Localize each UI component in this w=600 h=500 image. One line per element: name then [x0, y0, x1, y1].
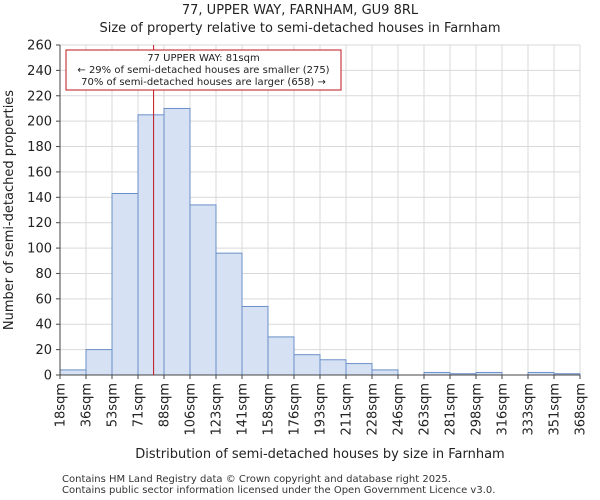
histogram-bar-1	[85, 349, 113, 376]
x-tick-label-10: 193sqm	[314, 383, 329, 436]
chart-subtitle: Size of property relative to semi-detach…	[99, 21, 501, 36]
y-tick-label-6: 120	[27, 216, 52, 231]
histogram-bar-12	[371, 369, 399, 376]
x-tick-label-19: 351sqm	[548, 383, 563, 436]
x-tick-label-5: 106sqm	[184, 383, 199, 436]
y-tick-label-3: 60	[35, 292, 52, 307]
y-tick-label-0: 0	[44, 369, 52, 384]
x-tick-label-11: 211sqm	[340, 383, 355, 436]
histogram-bar-2	[111, 193, 139, 376]
x-tick-label-1: 36sqm	[80, 383, 95, 427]
x-tick-label-3: 71sqm	[132, 383, 147, 427]
y-tick-label-8: 160	[27, 165, 52, 180]
x-tick-label-12: 228sqm	[366, 383, 381, 436]
x-tick-label-15: 281sqm	[444, 383, 459, 436]
histogram-bar-6	[215, 252, 243, 376]
y-tick-label-5: 100	[27, 242, 52, 257]
x-tick-label-16: 298sqm	[470, 383, 485, 436]
histogram-bar-8	[267, 336, 295, 376]
x-tick-label-17: 316sqm	[496, 383, 511, 436]
x-tick-label-9: 176sqm	[288, 383, 303, 436]
histogram-bar-9	[293, 354, 321, 376]
y-tick-label-7: 140	[27, 191, 52, 206]
x-tick-label-8: 158sqm	[262, 383, 277, 436]
footer-line-1: Contains HM Land Registry data © Crown c…	[62, 474, 451, 485]
y-tick-label-12: 240	[27, 64, 52, 79]
x-tick-label-4: 88sqm	[158, 383, 173, 427]
chart-title: 77, UPPER WAY, FARNHAM, GU9 8RL	[181, 3, 419, 18]
annotation-line-0: 77 UPPER WAY: 81sqm	[147, 53, 260, 64]
x-tick-label-20: 368sqm	[574, 383, 589, 436]
histogram-bar-0	[59, 369, 87, 376]
y-tick-label-13: 260	[27, 39, 52, 54]
annotation-line-1: ← 29% of semi-detached houses are smalle…	[77, 65, 329, 76]
x-tick-label-13: 246sqm	[392, 383, 407, 436]
x-tick-label-6: 123sqm	[210, 383, 225, 436]
histogram-bar-5	[189, 204, 217, 376]
histogram-bar-11	[345, 363, 373, 376]
y-tick-label-1: 20	[35, 343, 52, 358]
footer-line-2: Contains public sector information licen…	[62, 485, 496, 496]
annotation-box	[65, 49, 342, 91]
x-tick-label-0: 18sqm	[54, 383, 69, 427]
x-axis-label: Distribution of semi-detached houses by …	[135, 447, 504, 462]
y-tick-label-9: 180	[27, 140, 52, 155]
histogram-bar-4	[163, 107, 191, 376]
histogram-bar-10	[319, 359, 347, 376]
y-axis-label: Number of semi-detached properties	[2, 90, 17, 330]
x-tick-label-7: 141sqm	[236, 383, 251, 436]
y-tick-label-4: 80	[35, 267, 52, 282]
y-tick-label-2: 40	[35, 318, 52, 333]
histogram-bar-3	[137, 114, 165, 376]
histogram-bar-7	[241, 305, 269, 376]
y-tick-label-11: 220	[27, 89, 52, 104]
x-tick-label-2: 53sqm	[106, 383, 121, 427]
x-tick-label-14: 263sqm	[418, 383, 433, 436]
annotation-line-2: 70% of semi-detached houses are larger (…	[81, 77, 326, 88]
y-tick-label-10: 200	[27, 115, 52, 130]
x-tick-label-18: 333sqm	[522, 383, 537, 436]
